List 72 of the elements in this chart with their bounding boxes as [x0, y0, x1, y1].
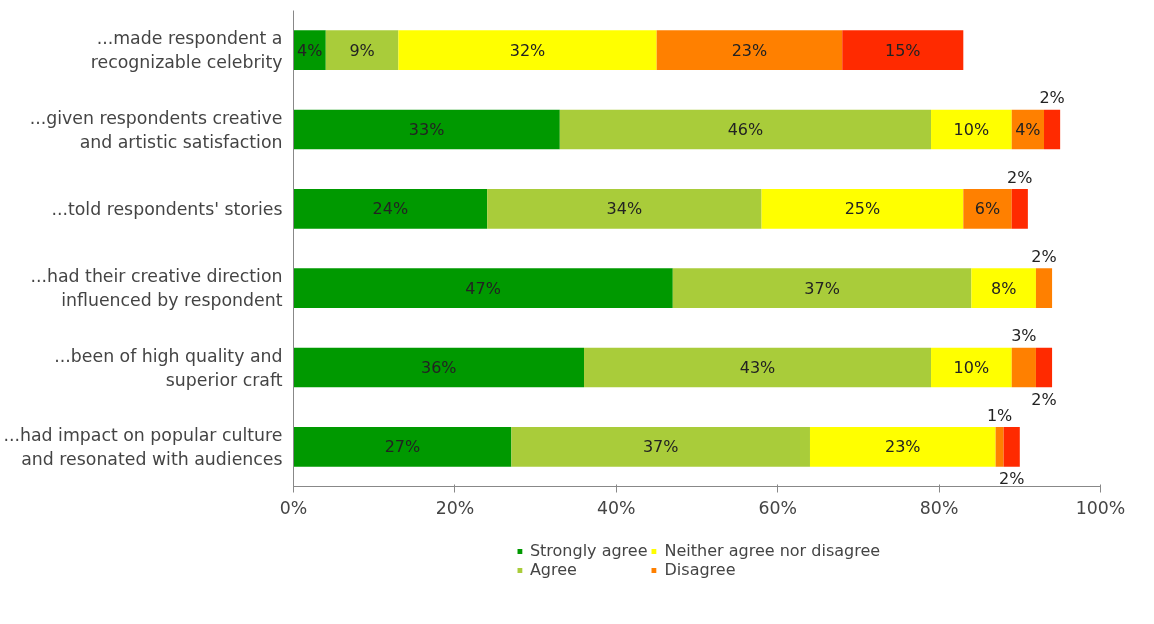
data-label: 33%	[408, 120, 445, 139]
data-label: 1%	[986, 405, 1013, 425]
bar	[931, 109, 1012, 150]
bar	[809, 427, 996, 467]
data-label: 24%	[372, 199, 409, 219]
y-tick-label: ...given respondents creative and artistic satisfaction	[29, 107, 283, 152]
bar	[995, 427, 1004, 467]
bar	[963, 189, 1012, 229]
bar	[325, 30, 399, 70]
data-label: 2%	[1031, 246, 1057, 266]
data-label: 2%	[1031, 389, 1057, 409]
x-tick-label: 40%	[597, 497, 636, 518]
data-label: 2%	[1007, 167, 1033, 187]
data-label: 10%	[953, 120, 990, 139]
data-label: 37%	[642, 437, 679, 457]
x-tick-label: 100%	[1075, 497, 1126, 518]
data-label: 23%	[885, 437, 921, 457]
bar	[293, 427, 512, 467]
bar	[293, 189, 488, 229]
data-label: 47%	[465, 278, 501, 298]
bar	[293, 268, 673, 308]
bar	[656, 30, 843, 70]
bar	[511, 427, 810, 467]
legend-label: Agree	[529, 560, 577, 579]
y-tick-label: ...been of high quality and superior craft	[54, 345, 283, 390]
bar	[931, 347, 1012, 388]
y-tick-label: ...made respondent a recognizable celebrity	[90, 28, 283, 73]
bar	[487, 189, 762, 229]
legend-label: Neither agree nor disagree	[664, 541, 881, 560]
x-tick-label: 80%	[919, 497, 959, 518]
data-label: 9%	[349, 40, 375, 60]
bar	[293, 347, 585, 388]
data-label: 46%	[727, 120, 764, 139]
bar	[1035, 268, 1053, 308]
data-label: 43%	[739, 358, 776, 377]
bar	[1044, 109, 1061, 150]
y-tick-label: ...told respondents' stories	[51, 198, 283, 219]
bar	[842, 30, 964, 70]
data-label: 10%	[953, 358, 990, 377]
data-label: 2%	[1039, 88, 1065, 108]
x-tick-label: 0%	[279, 497, 308, 518]
bar	[584, 347, 932, 388]
data-label: 4%	[296, 40, 323, 60]
bar	[1011, 189, 1028, 229]
bar	[293, 109, 560, 150]
data-label: 3%	[1011, 326, 1037, 346]
bar	[1035, 347, 1053, 388]
data-label: 27%	[384, 437, 421, 457]
data-label: 23%	[731, 40, 768, 60]
x-tick-label: 20%	[435, 497, 475, 518]
bar	[1003, 427, 1020, 467]
bar	[559, 109, 932, 150]
data-label: 4%	[1015, 120, 1041, 139]
y-tick-label: ...had impact on popular culture and resonated with audiences	[3, 424, 283, 469]
bar	[971, 268, 1036, 308]
x-tick-label: 60%	[758, 497, 797, 518]
data-label: 15%	[885, 40, 921, 60]
data-label: 6%	[974, 199, 1001, 219]
legend-label: Strongly agree	[529, 541, 648, 560]
data-label: 36%	[420, 358, 457, 377]
data-label: 2%	[999, 469, 1025, 489]
bar	[672, 268, 972, 308]
bar	[398, 30, 657, 70]
y-tick-label: ...had their creative direction influenced by respondent	[30, 266, 283, 311]
data-label: 25%	[844, 199, 881, 219]
bar	[1011, 347, 1036, 388]
data-label: 34%	[606, 199, 643, 219]
data-label: 37%	[804, 278, 840, 298]
legend-label: Disagree	[664, 560, 736, 579]
bar	[761, 189, 964, 229]
data-label: 32%	[509, 40, 546, 60]
data-label: 8%	[990, 278, 1017, 298]
